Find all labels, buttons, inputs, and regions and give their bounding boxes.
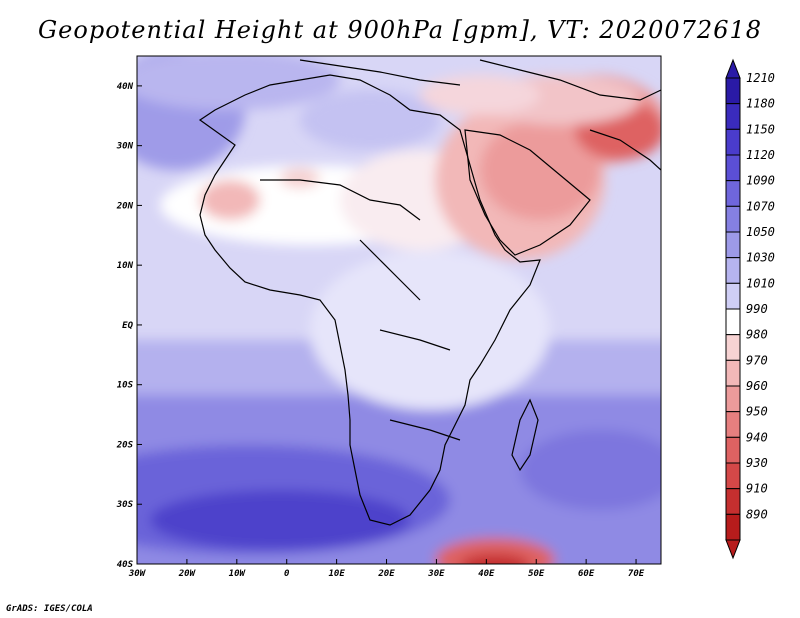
colorbar-label: 950 (746, 405, 768, 419)
colorbar-label: 1120 (746, 148, 775, 162)
grads-credit: GrADS: IGES/COLA (6, 604, 93, 614)
axis-ticks: 30W 20W 10W 0 10E 20E 30E 40E 50E 60E 70E 40N 30N 20N… (116, 82, 645, 579)
colorbar-swatch (725, 334, 741, 361)
colorbar-swatch (725, 411, 741, 438)
colorbar-swatch (725, 180, 741, 207)
colorbar-label: 1090 (746, 174, 775, 188)
lat-tick-label: 40S (117, 560, 134, 570)
lon-tick-label: 30W (128, 569, 147, 579)
colorbar-swatch (725, 385, 741, 413)
colorbar-swatch (725, 128, 741, 156)
lon-tick-label: 10W (229, 569, 247, 579)
lon-tick-label: 30E (427, 569, 445, 579)
colorbar-swatch (725, 205, 741, 233)
colorbar-swatch (725, 77, 741, 105)
colorbar-label: 970 (746, 353, 768, 367)
colorbar-swatch (725, 103, 741, 130)
colorbar-label: 990 (746, 302, 768, 316)
colorbar-label: 940 (746, 430, 768, 444)
colorbar-swatch (725, 282, 741, 310)
colorbar-swatch (725, 231, 741, 259)
lon-tick-label: 50E (528, 569, 545, 579)
lat-tick-label: EQ (122, 321, 133, 331)
colorbar-label: 980 (746, 328, 768, 342)
lat-tick-label: 30S (116, 500, 134, 510)
colorbar-bottom-arrow (725, 539, 741, 560)
lon-tick-label: 20W (178, 569, 197, 579)
colorbar-swatch (725, 488, 741, 515)
lat-tick-label: 10N (117, 261, 134, 271)
colorbar-label: 1050 (746, 225, 775, 239)
colorbar: 1210 1180 1150 1120 1090 1070 1050 1030 1010 990 9… (725, 58, 775, 560)
colorbar-swatch (725, 257, 741, 284)
colorbar-label: 1150 (746, 122, 775, 136)
colorbar-top-arrow (725, 58, 741, 79)
lon-tick-label: 0 (284, 569, 290, 579)
colorbar-label: 910 (746, 482, 768, 496)
colorbar-swatch (725, 359, 741, 387)
lat-tick-label: 40N (117, 82, 134, 92)
lat-tick-label: 10S (117, 381, 134, 391)
colorbar-label: 1010 (746, 276, 775, 290)
map-frame (136, 55, 662, 565)
colorbar-label: 890 (746, 507, 768, 521)
lat-tick-label: 30N (116, 142, 134, 152)
colorbar-label: 1030 (746, 251, 775, 265)
colorbar-swatch (725, 513, 741, 541)
height-field (137, 56, 661, 564)
colorbar-swatch (725, 462, 741, 490)
colorbar-label: 960 (746, 379, 768, 393)
colorbar-swatch (725, 308, 741, 336)
lon-tick-label: 20E (377, 569, 395, 579)
colorbar-swatch (725, 154, 741, 182)
colorbar-label: 930 (746, 456, 768, 470)
colorbar-label: 1210 (746, 71, 775, 85)
lon-tick-label: 60E (578, 569, 595, 579)
lon-tick-label: 10E (328, 569, 345, 579)
lat-tick-label: 20N (116, 201, 134, 211)
lon-tick-label: 70E (628, 569, 645, 579)
colorbar-swatch (725, 436, 741, 464)
colorbar-label: 1180 (746, 97, 775, 111)
lon-tick-label: 40E (478, 569, 495, 579)
map-title: Geopotential Height at 900hPa [gpm], VT:… (38, 16, 762, 44)
lat-tick-label: 20S (116, 440, 134, 450)
colorbar-label: 1070 (746, 199, 775, 213)
